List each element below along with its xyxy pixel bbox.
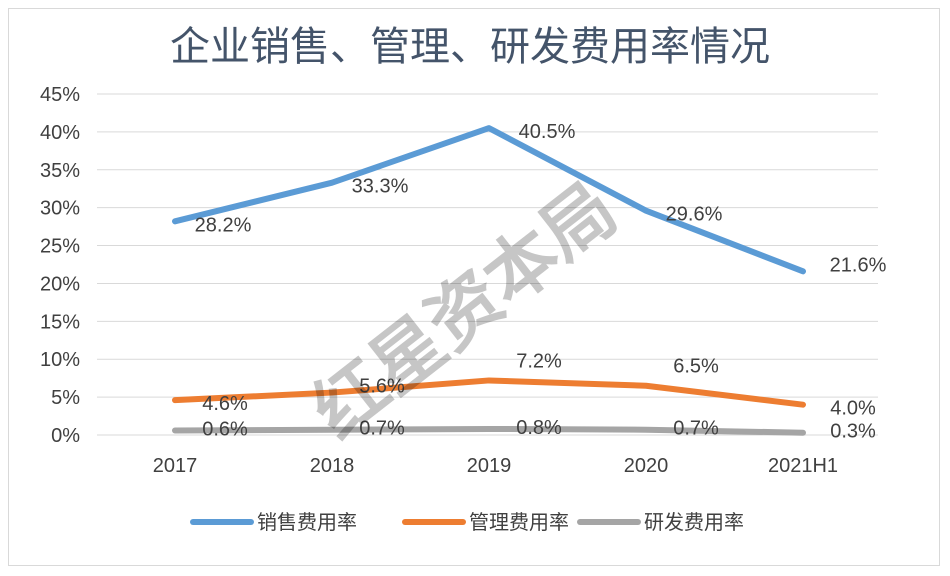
series-lines <box>172 125 806 436</box>
x-tick-label: 2021H1 <box>768 455 838 477</box>
y-tick-label: 20% <box>40 273 80 295</box>
data-label: 4.6% <box>202 393 248 415</box>
y-tick-label: 5% <box>51 387 80 409</box>
x-tick-label: 2019 <box>467 455 512 477</box>
x-tick-label: 2020 <box>624 455 669 477</box>
y-tick-label: 0% <box>51 425 80 447</box>
x-axis: 2017 2018 2019 2020 2021H1 <box>153 455 838 477</box>
data-label: 0.7% <box>673 418 719 440</box>
data-labels: 28.2% 33.3% 40.5% 29.6% 21.6% 4.6% 5.6% 7.2% 6.5… <box>195 121 887 443</box>
y-axis: 0% 5% 10% 15% 20% 25% 30% 35% 40% 45% <box>40 84 80 447</box>
data-label: 21.6% <box>830 254 887 276</box>
y-tick-label: 15% <box>40 311 80 333</box>
y-tick-label: 35% <box>40 160 80 182</box>
y-tick-label: 45% <box>40 84 80 106</box>
legend: 销售费用率 管理费用率 研发费用率 <box>190 510 744 534</box>
chart-frame <box>8 8 940 566</box>
data-label: 0.7% <box>359 418 405 440</box>
x-tick-label: 2017 <box>153 455 198 477</box>
series-line-2 <box>172 425 806 436</box>
y-tick-label: 30% <box>40 198 80 220</box>
legend-label: 销售费用率 <box>257 510 357 534</box>
data-label: 6.5% <box>673 356 719 378</box>
data-label: 0.8% <box>516 417 562 439</box>
series-line-0 <box>172 125 806 275</box>
gridlines <box>97 93 878 436</box>
data-label: 29.6% <box>666 204 723 226</box>
data-label: 40.5% <box>519 121 576 143</box>
series-line-1 <box>172 377 806 408</box>
y-tick-label: 40% <box>40 122 80 144</box>
data-label: 5.6% <box>359 376 405 398</box>
watermark-text: 红星资本局 <box>296 166 632 455</box>
data-label: 0.3% <box>830 421 876 443</box>
data-label: 0.6% <box>202 418 248 440</box>
legend-label: 研发费用率 <box>644 510 744 534</box>
data-label: 7.2% <box>516 350 562 372</box>
data-label: 33.3% <box>352 176 409 198</box>
x-tick-label: 2018 <box>310 455 355 477</box>
y-tick-label: 10% <box>40 349 80 371</box>
data-label: 4.0% <box>830 398 876 420</box>
legend-label: 管理费用率 <box>469 510 569 534</box>
y-tick-label: 25% <box>40 236 80 258</box>
chart-title: 企业销售、管理、研发费用率情况 <box>170 24 770 70</box>
watermark: 红星资本局 <box>296 166 632 455</box>
data-label: 28.2% <box>195 214 252 236</box>
